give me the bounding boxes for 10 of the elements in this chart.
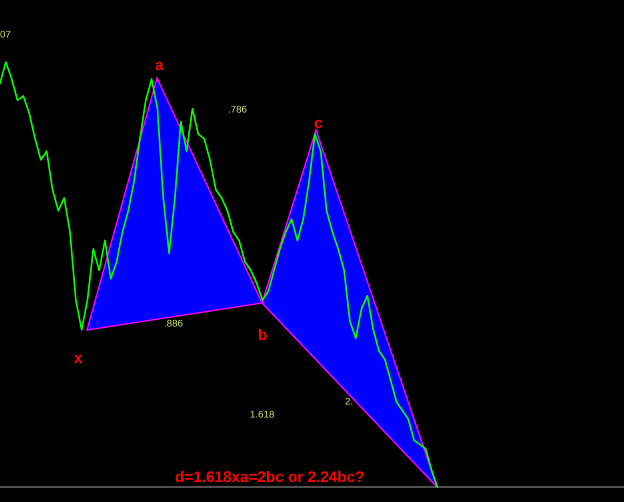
annotation: .786: [228, 106, 246, 113]
annotation: c: [314, 120, 322, 128]
annotation: x: [74, 354, 82, 363]
annotation: .886: [164, 320, 182, 327]
annotation: 1.618: [250, 410, 274, 418]
annotation: b: [259, 328, 267, 340]
annotation: 2.: [345, 398, 352, 405]
annotation: d=1.618xa=2bc or 2.24bc?: [176, 470, 364, 482]
text: 07: [0, 30, 10, 38]
annotation: a: [155, 62, 164, 70]
